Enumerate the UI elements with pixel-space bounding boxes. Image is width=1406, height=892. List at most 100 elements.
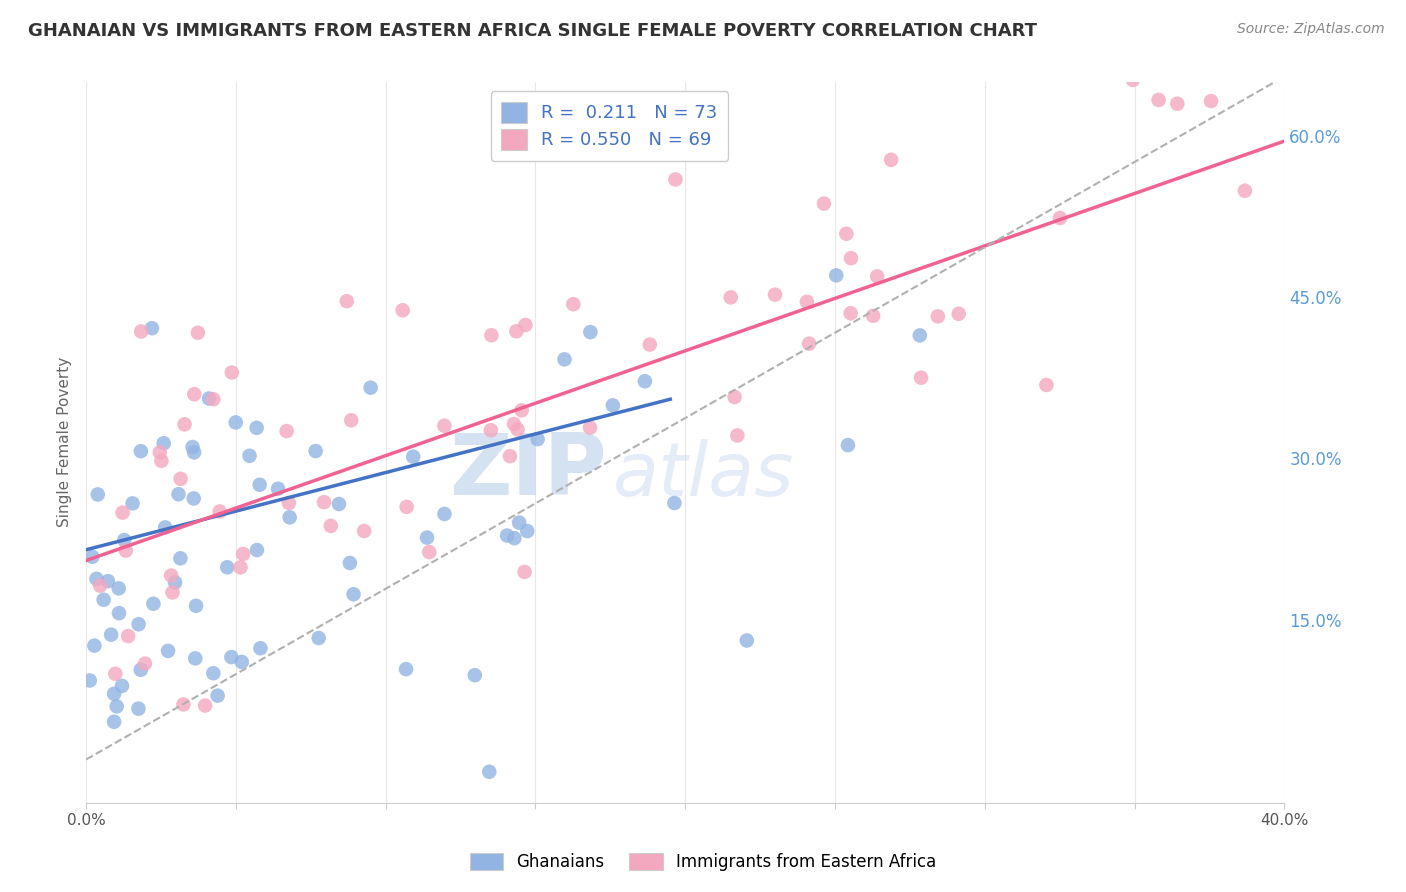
Y-axis label: Single Female Poverty: Single Female Poverty — [58, 357, 72, 527]
Point — [339, 556, 361, 570]
Point — [217, 560, 239, 574]
Point — [82, 549, 104, 564]
Point — [150, 454, 173, 468]
Point — [510, 403, 533, 417]
Point — [172, 698, 194, 712]
Point — [160, 568, 183, 582]
Point — [464, 668, 486, 682]
Point — [134, 657, 156, 671]
Point — [194, 698, 217, 713]
Point — [479, 423, 502, 437]
Point — [183, 387, 205, 401]
Point — [232, 547, 254, 561]
Point — [152, 436, 174, 450]
Point — [187, 326, 209, 340]
Point — [797, 336, 820, 351]
Point — [79, 673, 101, 688]
Point — [763, 287, 786, 301]
Point — [499, 449, 522, 463]
Point — [312, 495, 335, 509]
Point — [278, 510, 301, 524]
Point — [231, 655, 253, 669]
Point — [167, 487, 190, 501]
Point — [246, 421, 269, 435]
Point — [89, 579, 111, 593]
Point — [496, 528, 519, 542]
Point — [839, 251, 862, 265]
Point — [1233, 184, 1256, 198]
Point — [638, 337, 661, 351]
Point — [908, 328, 931, 343]
Point — [342, 587, 364, 601]
Point — [221, 366, 243, 380]
Point — [87, 487, 110, 501]
Point — [634, 374, 657, 388]
Point — [183, 445, 205, 459]
Point — [880, 153, 903, 167]
Text: GHANAIAN VS IMMIGRANTS FROM EASTERN AFRICA SINGLE FEMALE POVERTY CORRELATION CHA: GHANAIAN VS IMMIGRANTS FROM EASTERN AFRI… — [28, 22, 1038, 40]
Point — [202, 666, 225, 681]
Point — [418, 545, 440, 559]
Point — [169, 551, 191, 566]
Point — [1035, 378, 1057, 392]
Point — [149, 445, 172, 459]
Point — [246, 543, 269, 558]
Point — [83, 639, 105, 653]
Point — [114, 543, 136, 558]
Point — [184, 651, 207, 665]
Point — [825, 268, 848, 283]
Point — [153, 520, 176, 534]
Point — [503, 531, 526, 545]
Point — [1166, 96, 1188, 111]
Point — [340, 413, 363, 427]
Point — [516, 524, 538, 538]
Text: atlas: atlas — [613, 439, 794, 510]
Point — [1049, 211, 1071, 225]
Point — [238, 449, 260, 463]
Point — [184, 599, 207, 613]
Point — [183, 491, 205, 506]
Point — [813, 196, 835, 211]
Point — [515, 318, 537, 332]
Point — [128, 617, 150, 632]
Point — [93, 592, 115, 607]
Point — [208, 504, 231, 518]
Point — [395, 500, 418, 514]
Point — [796, 294, 818, 309]
Point — [129, 663, 152, 677]
Point — [308, 631, 330, 645]
Point — [328, 497, 350, 511]
Point — [664, 496, 686, 510]
Point — [402, 450, 425, 464]
Point — [249, 641, 271, 656]
Point — [117, 629, 139, 643]
Point — [169, 472, 191, 486]
Point — [319, 519, 342, 533]
Legend: R =  0.211   N = 73, R = 0.550   N = 69: R = 0.211 N = 73, R = 0.550 N = 69 — [491, 91, 728, 161]
Point — [508, 516, 530, 530]
Point — [267, 482, 290, 496]
Point — [249, 477, 271, 491]
Point — [103, 714, 125, 729]
Point — [108, 606, 131, 620]
Point — [948, 307, 970, 321]
Point — [198, 392, 221, 406]
Point — [165, 575, 187, 590]
Point — [105, 699, 128, 714]
Point — [360, 381, 382, 395]
Point — [1199, 94, 1222, 108]
Point — [664, 172, 686, 186]
Point — [862, 309, 884, 323]
Point — [142, 597, 165, 611]
Point — [305, 444, 328, 458]
Point — [395, 662, 418, 676]
Point — [579, 420, 602, 434]
Text: Source: ZipAtlas.com: Source: ZipAtlas.com — [1237, 22, 1385, 37]
Point — [1122, 73, 1144, 87]
Point — [111, 679, 134, 693]
Point — [416, 531, 439, 545]
Point — [181, 440, 204, 454]
Point — [735, 633, 758, 648]
Point — [579, 325, 602, 339]
Text: ZIP: ZIP — [450, 430, 607, 513]
